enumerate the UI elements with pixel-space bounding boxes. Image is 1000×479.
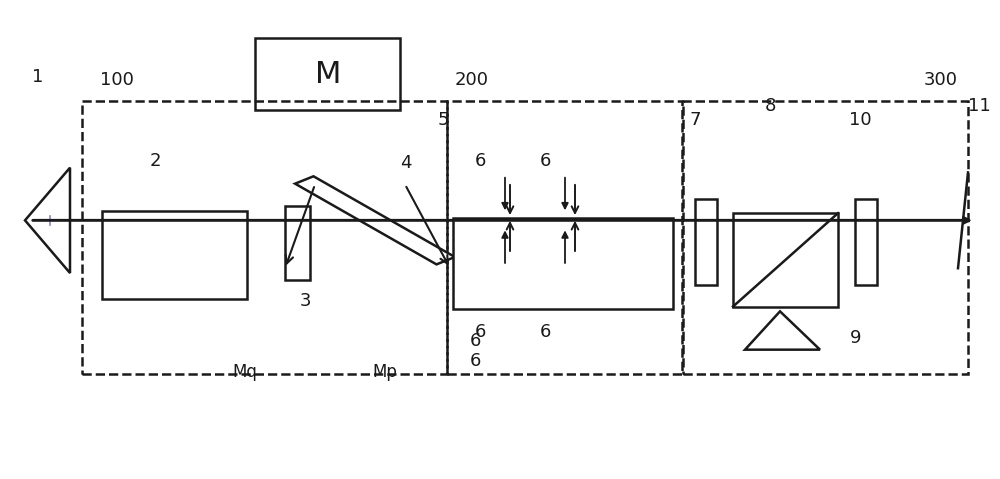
Text: Mq: Mq [233, 363, 257, 381]
Text: 8: 8 [764, 97, 776, 115]
Text: 300: 300 [924, 70, 958, 89]
Text: 5: 5 [438, 111, 449, 129]
Text: M: M [315, 60, 341, 89]
Text: 11: 11 [968, 97, 991, 115]
Text: 1: 1 [32, 68, 44, 86]
Bar [285, 206, 310, 280]
Bar [255, 38, 400, 110]
Bar [82, 101, 447, 374]
Text: 6: 6 [474, 323, 486, 342]
Text: Mp: Mp [373, 363, 397, 381]
Text: 6: 6 [539, 152, 551, 170]
Text: 4: 4 [400, 154, 412, 172]
Text: 6: 6 [474, 152, 486, 170]
Polygon shape [745, 311, 820, 350]
Text: 200: 200 [455, 70, 489, 89]
Bar [683, 101, 968, 374]
Polygon shape [295, 176, 455, 264]
Text: 2: 2 [149, 152, 161, 170]
Text: 9: 9 [850, 329, 862, 347]
Text: 3: 3 [300, 292, 312, 310]
Text: 6: 6 [470, 352, 481, 370]
Bar [855, 199, 877, 285]
Bar [733, 213, 838, 307]
Text: 6: 6 [470, 331, 481, 350]
Text: 10: 10 [849, 111, 871, 129]
Text: 7: 7 [689, 111, 701, 129]
Bar [102, 211, 247, 299]
Bar [447, 101, 682, 374]
Text: 100: 100 [100, 70, 134, 89]
Text: 6: 6 [539, 323, 551, 342]
Polygon shape [25, 168, 70, 273]
Bar [695, 199, 717, 285]
Bar [453, 218, 673, 309]
